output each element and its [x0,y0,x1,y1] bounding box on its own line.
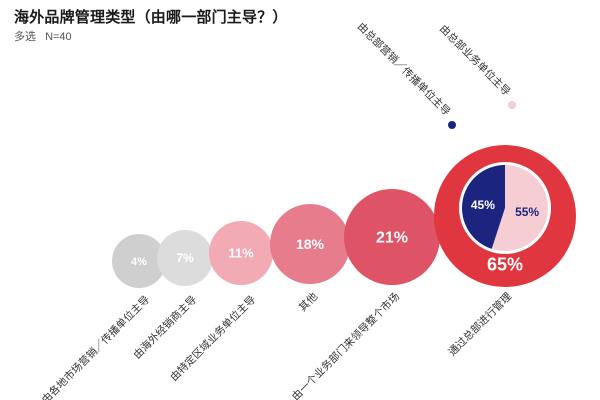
bubble-1 [157,230,213,286]
sample-size: N=40 [45,31,72,43]
bubble-4 [344,189,440,285]
legend-marker-1 [508,101,516,109]
legend-label-1: 由总部业务单位主导 [437,22,513,98]
legend-label-0: 由总部营销／传播单位主导 [355,20,453,118]
bubble-value-label-2: 11% [228,246,254,261]
bubble-value-label-0: 4% [131,256,147,268]
bubble-value-label-4: 21% [376,230,408,247]
pie-slice-value-label-0: 45% [471,198,495,212]
bubble-2 [209,221,273,285]
pie-slice-1 [491,165,548,251]
bubble-value-label-1: 7% [176,251,194,265]
chart-title: 海外品牌管理类型（由哪一部门主导？） [14,9,288,26]
pie-slice-value-label-1: 55% [515,205,539,219]
category-label-3: 其他 [296,290,320,314]
category-label-0: 由各地市场营销／传播单位主导 [39,293,152,400]
legend-marker-0 [448,121,456,129]
bubble-value-label-5: 65% [487,254,523,274]
category-label-5: 通过总部进行管理 [446,290,515,359]
bubble-3 [270,204,350,284]
chart-subtitle: 多选 N=40 [14,28,72,44]
bubble-value-label-3: 18% [296,236,325,252]
multi-select-note: 多选 [14,31,36,43]
bubble-0 [112,234,166,288]
pie-slice-0 [461,165,505,249]
